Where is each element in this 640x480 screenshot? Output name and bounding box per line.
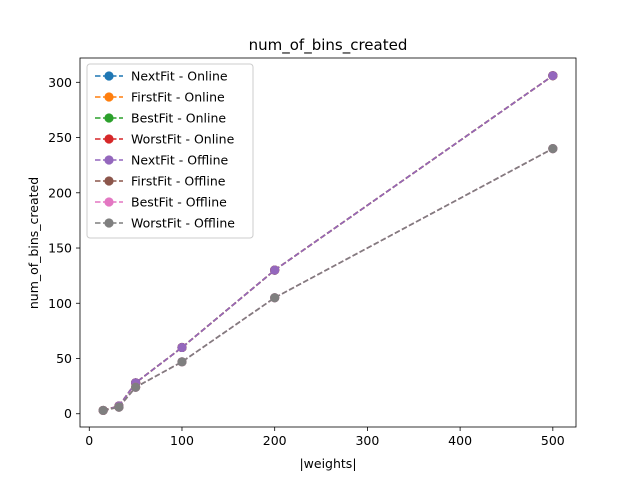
- legend-label: NextFit - Offline: [131, 153, 229, 168]
- legend-marker: [104, 218, 114, 228]
- legend-marker: [104, 176, 114, 186]
- data-point: [98, 405, 108, 416]
- legend-label: BestFit - Offline: [131, 195, 227, 210]
- legend-item: WorstFit - Offline: [95, 216, 235, 231]
- legend-label: WorstFit - Online: [131, 132, 235, 147]
- y-tick-label: 50: [56, 351, 72, 366]
- y-tick-label: 200: [48, 185, 72, 200]
- x-tick-label: 500: [541, 433, 565, 448]
- x-tick-label: 200: [263, 433, 287, 448]
- legend-marker: [104, 155, 114, 165]
- axis-ticks: 0 100 200 300 400 500 0 50 100 150 200 250 300: [48, 75, 565, 448]
- legend-item: BestFit - Online: [95, 111, 226, 126]
- plot-area: [98, 71, 558, 416]
- legend-marker: [104, 71, 114, 81]
- y-axis-label: num_of_bins_created: [26, 177, 41, 309]
- data-point: [548, 71, 558, 81]
- series-worstfit-offline: [98, 143, 558, 416]
- legend-marker: [104, 113, 114, 123]
- data-point: [114, 402, 124, 412]
- series-line: [102, 75, 554, 412]
- x-tick-label: 400: [448, 433, 472, 448]
- legend-item: WorstFit - Online: [95, 132, 235, 147]
- data-point: [270, 265, 280, 275]
- chart-title: num_of_bins_created: [249, 36, 408, 55]
- legend-box: [86, 63, 254, 239]
- data-point: [548, 143, 558, 154]
- y-tick-label: 250: [48, 130, 72, 145]
- legend: NextFit - Online FirstFit - Online BestFit…: [86, 63, 254, 239]
- data-point: [177, 342, 187, 353]
- legend-label: FirstFit - Online: [131, 90, 225, 105]
- y-tick-label: 100: [48, 296, 72, 311]
- data-point: [270, 293, 280, 303]
- y-tick-label: 150: [48, 241, 72, 256]
- legend-item: BestFit - Offline: [95, 195, 227, 210]
- legend-label: FirstFit - Offline: [131, 174, 226, 189]
- legend-label: BestFit - Online: [131, 111, 226, 126]
- legend-label: WorstFit - Offline: [131, 216, 235, 231]
- y-tick-label: 300: [48, 75, 72, 90]
- legend-marker: [104, 92, 114, 102]
- legend-label: NextFit - Online: [131, 69, 228, 84]
- legend-item: FirstFit - Online: [95, 90, 225, 105]
- legend-marker: [104, 134, 114, 144]
- x-axis-label: |weights|: [299, 456, 356, 471]
- legend-item: FirstFit - Offline: [95, 174, 226, 189]
- data-point: [131, 382, 141, 392]
- data-point: [177, 357, 187, 367]
- legend-item: NextFit - Online: [95, 69, 228, 84]
- axes-frame: [79, 57, 577, 428]
- x-tick-label: 0: [85, 433, 93, 448]
- y-tick-label: 0: [64, 406, 72, 421]
- x-tick-label: 300: [355, 433, 379, 448]
- legend-item: NextFit - Offline: [95, 153, 229, 168]
- x-tick-label: 100: [170, 433, 194, 448]
- legend-marker: [104, 197, 114, 207]
